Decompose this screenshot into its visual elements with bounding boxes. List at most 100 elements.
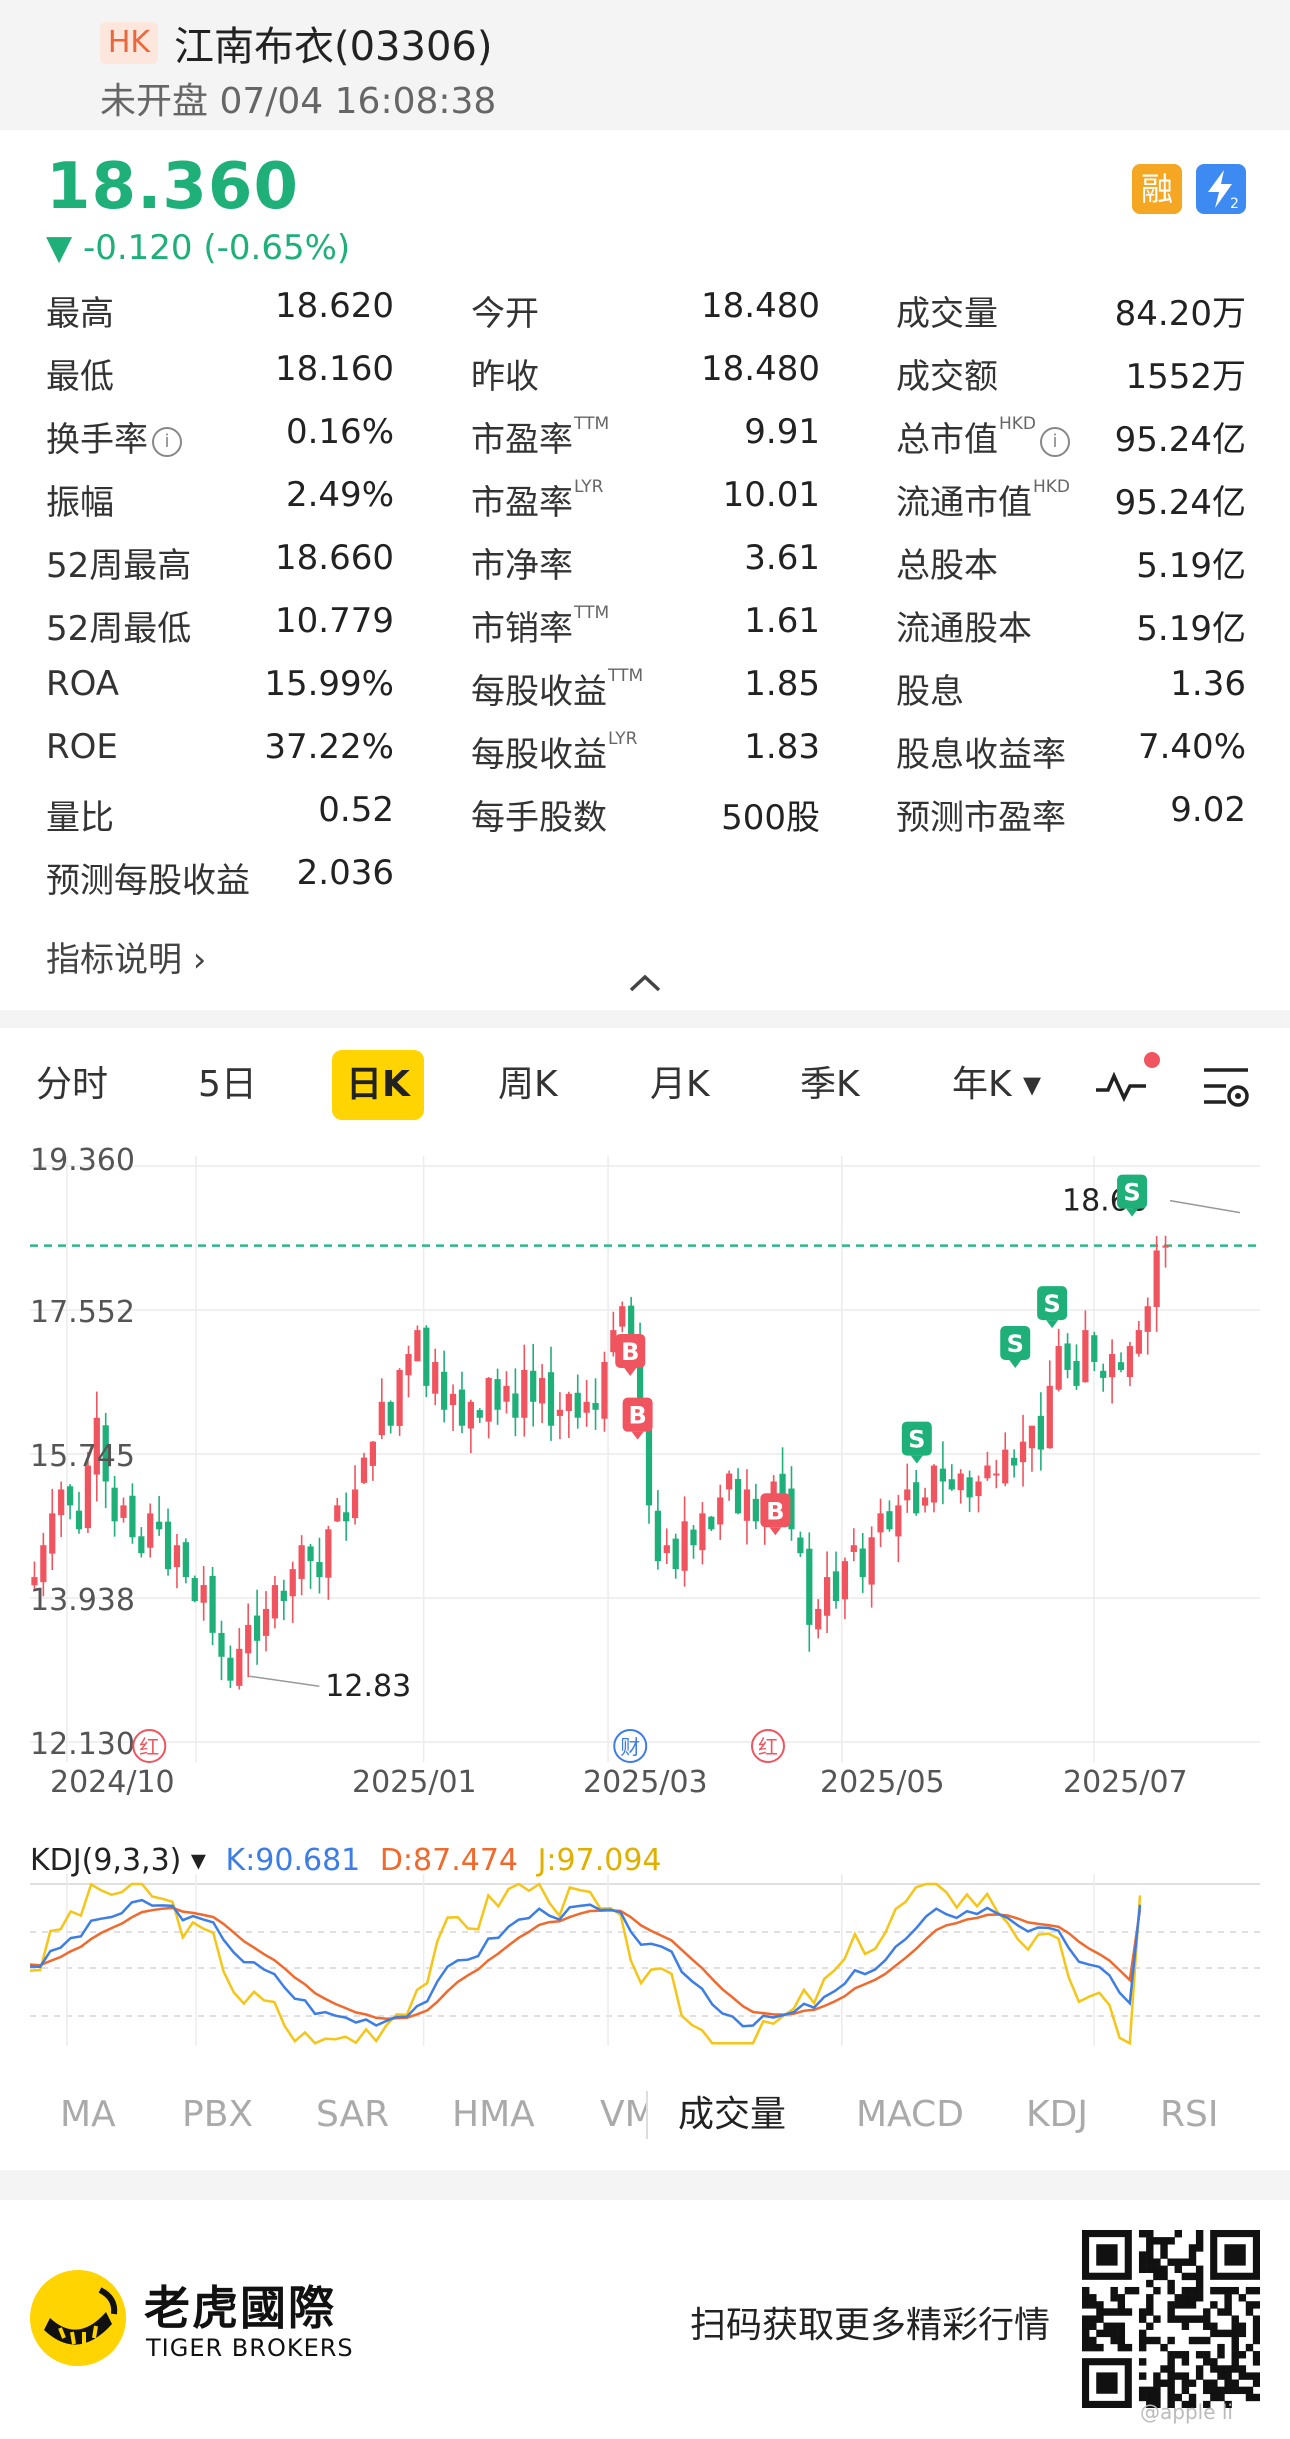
candle-body	[289, 1569, 296, 1597]
event-badge[interactable]	[751, 1729, 785, 1763]
stat-label-text: 最高	[46, 294, 114, 334]
info-icon[interactable]: i	[1040, 426, 1071, 457]
qr-module	[1174, 2315, 1182, 2323]
stat-label: 总股本	[896, 538, 998, 587]
qr-module	[1146, 2244, 1154, 2252]
candle-body	[565, 1393, 572, 1411]
qr-module	[1188, 2251, 1197, 2259]
ind-tab-pbx[interactable]: PBX	[182, 2094, 254, 2135]
qr-module	[1160, 2237, 1168, 2245]
ind-tab-sar[interactable]: SAR	[316, 2094, 390, 2135]
ind-tab-hma[interactable]: HMA	[452, 2094, 535, 2135]
candle-body	[619, 1306, 626, 1327]
qr-module	[1231, 2336, 1239, 2345]
qr-module	[1210, 2329, 1218, 2338]
stat-label-text: 成交量	[896, 294, 998, 334]
candle-body	[904, 1489, 911, 1501]
stat-label-suffix: LYR	[608, 729, 638, 749]
kdj-chart	[29, 1874, 1260, 2046]
qr-module	[1146, 2265, 1154, 2274]
stats-row: 量比 0.52 每手股数 500股 预测市盈率 9.02	[46, 790, 1246, 853]
qr-module	[1160, 2379, 1168, 2387]
stock-name: 江南布衣(03306)	[174, 24, 493, 70]
qr-module	[1188, 2258, 1197, 2266]
qr-module	[1117, 2294, 1126, 2302]
candle-body	[307, 1546, 314, 1562]
info-icon[interactable]: i	[152, 426, 182, 457]
qr-module	[1110, 2286, 1118, 2295]
stats-row: 52周最低 10.779 市销率TTM 1.61 流通股本 5.19亿	[46, 601, 1246, 664]
indicator-explain-link[interactable]: 指标说明 ›	[46, 940, 207, 980]
margin-badge[interactable]: 融	[1132, 164, 1182, 214]
qr-module	[1217, 2393, 1225, 2402]
qr-code-icon	[1082, 2230, 1260, 2408]
qr-module	[1231, 2329, 1239, 2338]
stat-label-text: 股息收益率	[896, 735, 1066, 775]
draw-line-icon[interactable]	[1092, 1064, 1152, 1108]
qr-module	[1174, 2393, 1182, 2402]
candle-body	[316, 1562, 323, 1578]
stat-label: 每手股数	[471, 790, 607, 839]
candle-body	[1011, 1457, 1018, 1466]
stat-value: 7.40%	[1137, 727, 1246, 767]
trade-marker-buy[interactable]	[760, 1493, 791, 1528]
ind-tab-macd[interactable]: MACD	[856, 2094, 964, 2135]
trade-marker-sell[interactable]	[901, 1421, 932, 1456]
trade-marker-sell[interactable]	[1000, 1325, 1031, 1360]
candle-body	[414, 1330, 421, 1362]
ind-tab-kdj[interactable]: KDJ	[1026, 2094, 1088, 2135]
qr-module	[1103, 2329, 1111, 2338]
market-badge: HK	[100, 22, 158, 64]
candle-body	[752, 1498, 759, 1522]
trade-marker-sell[interactable]	[1117, 1174, 1148, 1209]
qr-module	[1195, 2265, 1204, 2274]
tab-quarterly-k[interactable]: 季K	[800, 1064, 860, 1105]
candle-body	[1046, 1385, 1053, 1449]
ind-tab-volume[interactable]: 成交量	[678, 2094, 787, 2135]
stat-value: 10.01	[722, 475, 820, 515]
candle-body	[458, 1389, 466, 1426]
qr-module	[1153, 2400, 1161, 2408]
event-badge[interactable]	[613, 1729, 648, 1763]
tab-monthly-k[interactable]: 月K	[650, 1064, 710, 1105]
qr-module	[1203, 2379, 1211, 2387]
event-badge[interactable]	[132, 1729, 167, 1763]
qr-module	[1089, 2301, 1097, 2309]
tab-yearly-k[interactable]: 年K ▾	[952, 1064, 1042, 1105]
level2-icon[interactable]: 2	[1196, 164, 1246, 214]
qr-module	[1188, 2379, 1197, 2387]
trade-marker-buy[interactable]	[622, 1397, 653, 1432]
candle-body	[930, 1465, 938, 1503]
stat-label-text: 市销率	[471, 609, 573, 649]
kdj-label[interactable]: KDJ(9,3,3) ▾	[30, 1843, 206, 1878]
candle-body	[690, 1529, 697, 1546]
qr-module	[1181, 2379, 1190, 2387]
qr-module	[1181, 2400, 1190, 2408]
ind-tab-rsi[interactable]: RSI	[1160, 2094, 1219, 2135]
candle-body	[494, 1379, 501, 1410]
ind-tab-ma[interactable]: MA	[60, 2094, 116, 2135]
trade-marker-buy[interactable]	[615, 1333, 646, 1368]
stat-value: 18.480	[701, 349, 820, 389]
qr-module	[1203, 2351, 1211, 2359]
brand-name-cn: 老虎國際	[144, 2281, 336, 2335]
stat-value: 9.02	[1170, 790, 1246, 830]
tab-5day[interactable]: 5日	[198, 1064, 257, 1105]
qr-module	[1231, 2358, 1239, 2366]
trade-marker-sell[interactable]	[1037, 1286, 1068, 1321]
trade-marker-text: B	[766, 1497, 784, 1525]
qr-module	[1174, 2351, 1182, 2359]
ind-tab-vm[interactable]: VM	[600, 2094, 646, 2135]
kdj-legend[interactable]: KDJ(9,3,3) ▾ K:90.681 D:87.474 J:97.094	[30, 1843, 662, 1878]
tab-intraday[interactable]: 分时	[36, 1064, 109, 1105]
tab-weekly-k[interactable]: 周K	[498, 1064, 558, 1105]
qr-module	[1238, 2386, 1247, 2395]
tab-daily-k[interactable]: 日K	[332, 1050, 424, 1120]
chart-settings-icon[interactable]	[1200, 1064, 1252, 1108]
collapse-chevron-icon[interactable]	[625, 968, 665, 998]
qr-module	[1238, 2351, 1247, 2359]
candle-body	[921, 1497, 929, 1506]
qr-module	[1224, 2244, 1246, 2266]
stat-label: 市盈率TTM	[471, 412, 609, 461]
